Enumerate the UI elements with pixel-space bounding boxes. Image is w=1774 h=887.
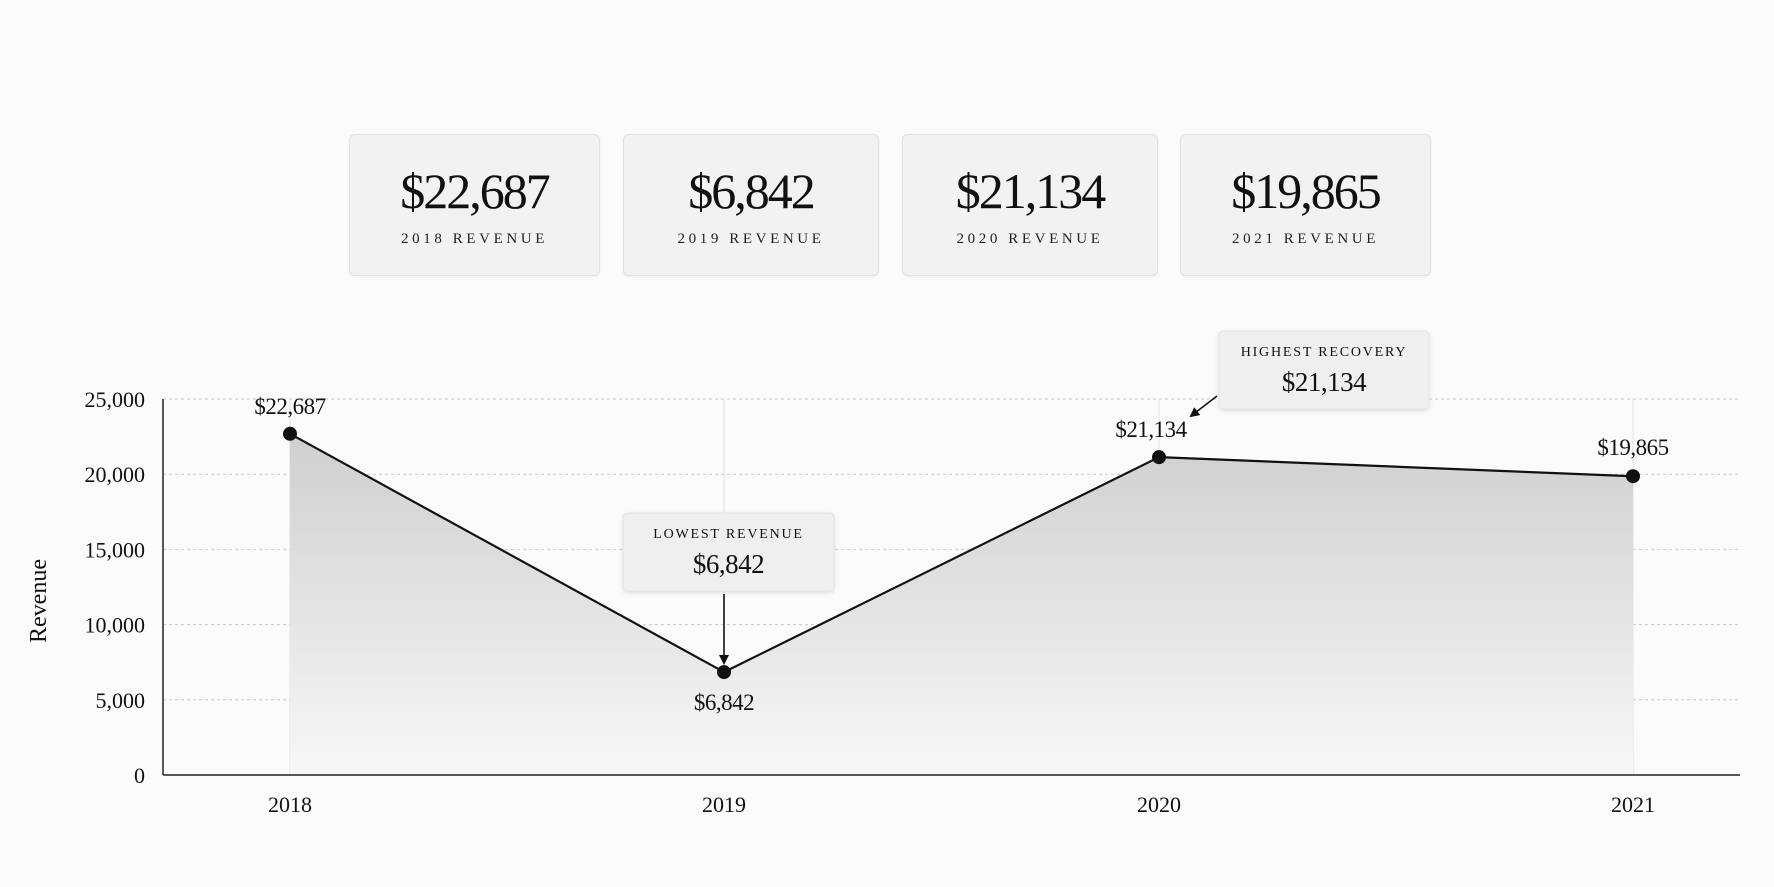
x-tick-label: 2021 xyxy=(1611,792,1655,817)
y-tick-label: 10,000 xyxy=(85,613,146,638)
area-fill xyxy=(290,433,1633,775)
point-layer xyxy=(283,426,1640,680)
callout-box xyxy=(622,512,835,592)
y-tick-label: 5,000 xyxy=(96,688,146,713)
kpi-value: $6,842 xyxy=(688,163,816,219)
callout-title: LOWEST REVENUE xyxy=(653,527,804,542)
kpi-label: 2020 REVENUE xyxy=(956,231,1104,247)
callout-value: $6,842 xyxy=(693,549,764,579)
callout-2019: LOWEST REVENUE $6,842 xyxy=(622,512,835,665)
x-tick-label: 2018 xyxy=(268,792,312,817)
data-label-2018: $22,687 xyxy=(254,394,325,419)
callout-layer: LOWEST REVENUE $6,842 HIGHEST RECOVERY $21,… xyxy=(622,330,1430,665)
callout-value: $21,134 xyxy=(1282,367,1367,397)
kpi-row: $22,687 2018 REVENUE $6,842 2019 REVENUE… xyxy=(349,134,1431,276)
kpi-card-2018: $22,687 2018 REVENUE xyxy=(349,134,600,276)
data-label-2020: $21,134 xyxy=(1115,417,1187,442)
x-tick-label: 2020 xyxy=(1137,792,1181,817)
kpi-label: 2019 REVENUE xyxy=(677,231,825,247)
y-axis-title: Revenue xyxy=(26,559,52,643)
data-label-2019: $6,842 xyxy=(694,690,754,715)
x-tick-label: 2019 xyxy=(702,792,746,817)
area-layer xyxy=(290,433,1633,775)
data-point-2019 xyxy=(717,665,731,680)
kpi-label: 2018 REVENUE xyxy=(401,231,548,247)
y-tick-label: 15,000 xyxy=(85,537,146,562)
data-point-2021 xyxy=(1626,469,1640,484)
kpi-label: 2021 REVENUE xyxy=(1232,231,1379,247)
y-tick-label: 0 xyxy=(134,763,145,788)
series-line xyxy=(289,432,1634,674)
label-layer: $22,687 $6,842 $21,134 $19,865 xyxy=(254,394,1669,715)
axis-layer: 0 5,000 10,000 15,000 20,000 25,000 2018 2019 20… xyxy=(26,387,1740,817)
kpi-value: $19,865 xyxy=(1231,163,1382,219)
kpi-card-2019: $6,842 2019 REVENUE xyxy=(623,134,879,276)
data-point-2018 xyxy=(283,426,297,441)
line-layer xyxy=(289,432,1634,674)
kpi-card-2020: $21,134 2020 REVENUE xyxy=(902,134,1158,276)
callout-arrow xyxy=(1189,395,1218,418)
y-tick-label: 25,000 xyxy=(85,387,146,412)
data-point-2020 xyxy=(1152,450,1166,465)
callout-title: HIGHEST RECOVERY xyxy=(1241,345,1408,360)
data-label-2021: $19,865 xyxy=(1597,435,1668,460)
kpi-value: $22,687 xyxy=(400,163,551,219)
y-tick-label: 20,000 xyxy=(85,462,146,487)
callout-box xyxy=(1218,330,1430,410)
kpi-value: $21,134 xyxy=(955,163,1107,219)
kpi-card-2021: $19,865 2021 REVENUE xyxy=(1180,134,1431,276)
callout-2020: HIGHEST RECOVERY $21,134 xyxy=(1189,330,1430,418)
